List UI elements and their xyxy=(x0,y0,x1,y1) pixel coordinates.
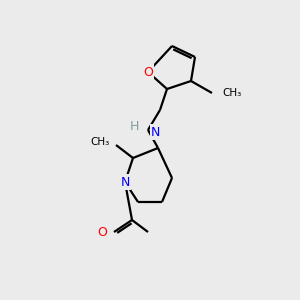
Text: N: N xyxy=(151,125,160,139)
Text: CH₃: CH₃ xyxy=(222,88,241,98)
Text: H: H xyxy=(130,121,139,134)
Text: O: O xyxy=(97,226,107,238)
Text: O: O xyxy=(143,65,153,79)
Text: CH₃: CH₃ xyxy=(91,137,110,147)
Text: N: N xyxy=(120,176,130,188)
